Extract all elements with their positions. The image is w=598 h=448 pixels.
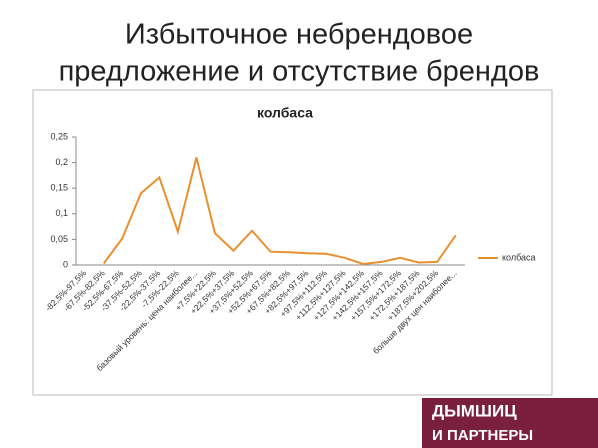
slide-title: предложение и отсутствие брендов (59, 56, 540, 88)
y-tick-label: 0,1 (55, 208, 68, 218)
logo-text: И ПАРТНЕРЫ (432, 427, 533, 444)
y-tick-label: 0,2 (55, 157, 68, 167)
y-tick-label: 0,05 (50, 234, 68, 244)
y-tick-label: 0,15 (50, 183, 68, 193)
logo-text: ДЫМШИЦ (432, 401, 517, 420)
chart-title: колбаса (257, 105, 313, 121)
y-tick-label: 0,25 (50, 131, 68, 141)
slide-title: Избыточное небрендовое (125, 19, 473, 51)
logo-box (422, 398, 598, 448)
y-tick-label: 0 (63, 259, 68, 269)
legend-label: колбаса (502, 252, 536, 262)
data-line (102, 157, 457, 265)
